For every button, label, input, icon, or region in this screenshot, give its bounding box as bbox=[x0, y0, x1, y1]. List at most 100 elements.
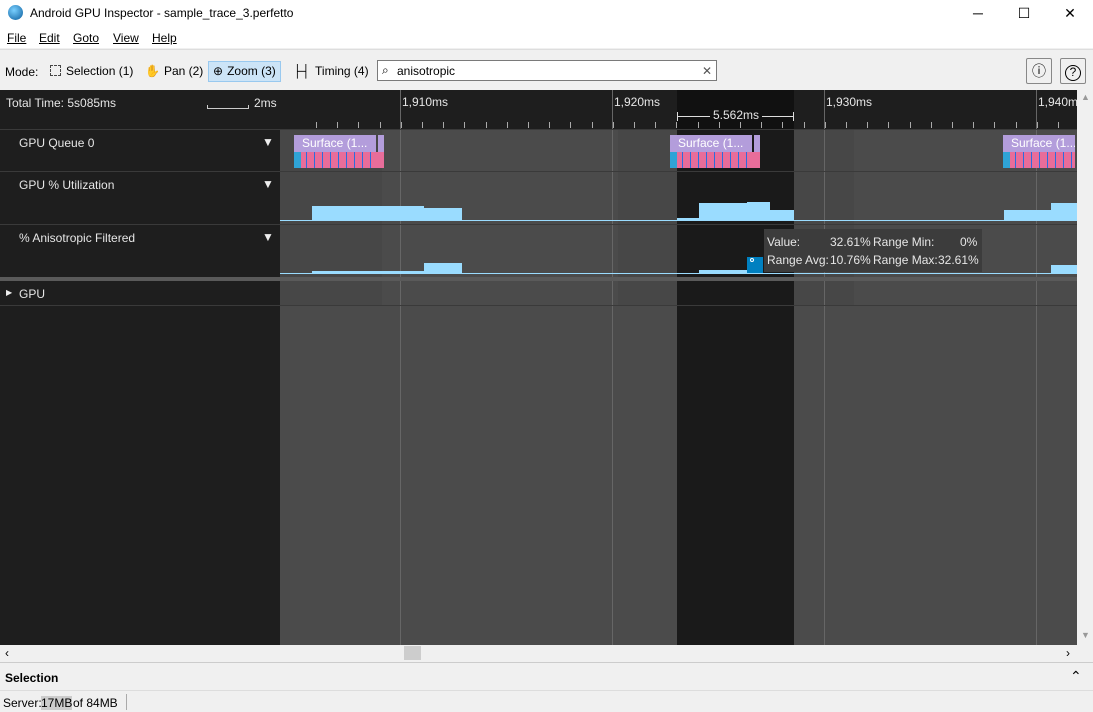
selection-region bbox=[677, 90, 794, 645]
minor-tick bbox=[740, 122, 741, 128]
scale-bar bbox=[207, 105, 249, 109]
counter-bar bbox=[1004, 210, 1051, 220]
minor-tick bbox=[761, 122, 762, 128]
time-tick-label: 1,940ms bbox=[1038, 95, 1077, 109]
selection-duration-label: 5.562ms bbox=[710, 108, 763, 122]
counter-baseline bbox=[280, 273, 1077, 274]
zoom-icon: ⊕ bbox=[213, 64, 224, 78]
subslice-divider bbox=[362, 152, 363, 168]
window-title: Android GPU Inspector - sample_trace_3.p… bbox=[30, 6, 294, 20]
minor-tick bbox=[846, 122, 847, 128]
counter-bar bbox=[699, 203, 747, 220]
subslice-divider bbox=[314, 152, 315, 168]
selection-icon bbox=[50, 65, 61, 76]
help-button[interactable]: ? bbox=[1060, 58, 1086, 84]
subslice-divider bbox=[322, 152, 323, 168]
expand-triangle-icon[interactable]: ▶ bbox=[6, 288, 13, 297]
horizontal-scrollbar[interactable]: ‹ › bbox=[0, 645, 1093, 661]
minor-tick bbox=[316, 122, 317, 128]
search-icon: ⌕ bbox=[382, 63, 389, 77]
minor-tick bbox=[1058, 122, 1059, 128]
pin-icon[interactable]: ▼ bbox=[262, 177, 274, 191]
subslice-divider bbox=[370, 152, 371, 168]
mode-zoom-button[interactable]: ⊕ Zoom (3) bbox=[208, 61, 281, 82]
minor-tick bbox=[825, 122, 826, 128]
subslice-divider bbox=[306, 152, 307, 168]
minor-tick bbox=[570, 122, 571, 128]
collapse-chevron-icon[interactable]: ⌃ bbox=[1070, 668, 1082, 684]
subslice-divider bbox=[746, 152, 747, 168]
vertical-scrollbar[interactable]: ▲ ▼ bbox=[1077, 90, 1093, 645]
menu-help[interactable]: Help bbox=[152, 31, 177, 45]
pin-icon[interactable]: ▼ bbox=[262, 135, 274, 149]
timing-icon: ├┤ bbox=[293, 64, 311, 78]
minor-tick bbox=[719, 122, 720, 128]
minor-tick bbox=[931, 122, 932, 128]
subslice-divider bbox=[682, 152, 683, 168]
minor-tick bbox=[634, 122, 635, 128]
maximize-button[interactable]: ☐ bbox=[1017, 5, 1031, 21]
duration-cap bbox=[677, 112, 678, 121]
minor-tick bbox=[337, 122, 338, 128]
minor-tick bbox=[804, 122, 805, 128]
info-button[interactable]: ⓘ bbox=[1026, 58, 1052, 84]
clear-search-button[interactable]: ✕ bbox=[702, 64, 713, 78]
minor-tick bbox=[698, 122, 699, 128]
gridline bbox=[400, 90, 401, 645]
gpu-slice[interactable]: Surface (1... bbox=[1003, 135, 1075, 152]
track-label-anisotropic: % Anisotropic Filtered bbox=[19, 231, 136, 245]
subslice-divider bbox=[354, 152, 355, 168]
duration-cap bbox=[793, 112, 794, 121]
counter-bar bbox=[1051, 203, 1077, 220]
subslice-divider bbox=[698, 152, 699, 168]
track-label-gpu-utilization: GPU % Utilization bbox=[19, 178, 115, 192]
subslice-divider bbox=[346, 152, 347, 168]
gpu-subslice bbox=[294, 152, 301, 168]
track-separator bbox=[0, 277, 1077, 281]
minor-tick bbox=[486, 122, 487, 128]
counter-bar bbox=[770, 210, 794, 220]
mode-pan-button[interactable]: ✋ Pan (2) bbox=[145, 64, 204, 78]
search-input[interactable]: ⌕ anisotropic ✕ bbox=[377, 60, 717, 81]
counter-bar bbox=[312, 271, 424, 273]
memory-used: 17MB bbox=[41, 696, 73, 710]
menu-goto[interactable]: Goto bbox=[73, 31, 100, 45]
subslice-divider bbox=[714, 152, 715, 168]
gpu-subslice bbox=[301, 152, 384, 168]
subslice-divider bbox=[1015, 152, 1016, 168]
minor-tick bbox=[867, 122, 868, 128]
gpu-slice bbox=[754, 135, 760, 152]
counter-bar bbox=[699, 270, 747, 273]
menu-view[interactable]: View bbox=[113, 31, 139, 45]
timeline-canvas[interactable]: 1,910ms 1,920ms 1,930ms 1,940ms 5.562ms Surfa… bbox=[280, 90, 1077, 645]
counter-bar bbox=[677, 218, 700, 220]
minor-tick bbox=[994, 122, 995, 128]
gpu-slice[interactable]: Surface (1... bbox=[294, 135, 376, 152]
menu-file[interactable]: File bbox=[7, 31, 27, 45]
subslice-divider bbox=[706, 152, 707, 168]
mode-timing-button[interactable]: ├┤ Timing (4) bbox=[293, 64, 369, 78]
mode-selection-button[interactable]: Selection (1) bbox=[45, 61, 138, 82]
gridline bbox=[824, 90, 825, 645]
minor-tick bbox=[549, 122, 550, 128]
minor-tick bbox=[910, 122, 911, 128]
menu-edit[interactable]: Edit bbox=[39, 31, 60, 45]
pin-icon[interactable]: ▼ bbox=[262, 230, 274, 244]
group-label-gpu[interactable]: GPU bbox=[19, 287, 46, 301]
scroll-thumb[interactable] bbox=[404, 646, 421, 660]
gpu-slice[interactable]: Surface (1... bbox=[670, 135, 752, 152]
subslice-divider bbox=[730, 152, 731, 168]
counter-bar bbox=[424, 208, 462, 220]
time-tick-label: 1,930ms bbox=[826, 95, 873, 109]
minor-tick bbox=[952, 122, 953, 128]
gpu-subslice bbox=[677, 152, 760, 168]
sample-point-icon bbox=[750, 258, 754, 262]
minor-tick bbox=[888, 122, 889, 128]
subslice-divider bbox=[338, 152, 339, 168]
subslice-divider bbox=[330, 152, 331, 168]
subslice-divider bbox=[1023, 152, 1024, 168]
close-button[interactable]: ✕ bbox=[1064, 5, 1076, 21]
track-labels: Total Time: 5s085ms 2ms GPU Queue 0 GPU … bbox=[0, 90, 280, 645]
counter-bar bbox=[747, 202, 770, 220]
minimize-button[interactable]: ─ bbox=[973, 5, 983, 21]
